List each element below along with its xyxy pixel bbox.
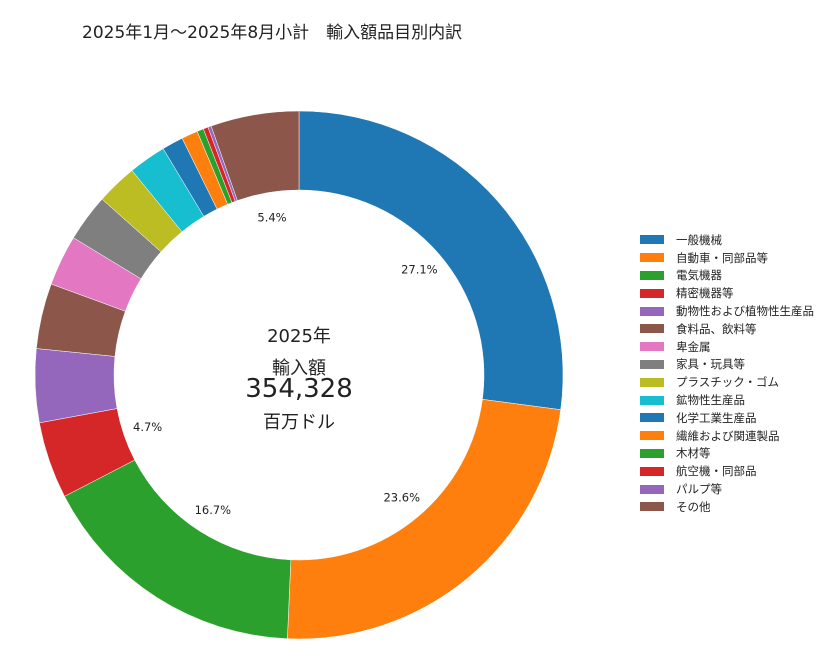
center-label: 輸入額	[272, 358, 326, 379]
data-label: 27.1%	[401, 263, 438, 277]
legend-label: プラスチック・ゴム	[676, 375, 780, 390]
legend-swatch	[640, 235, 664, 245]
legend-swatch	[640, 324, 664, 334]
donut-slice	[287, 399, 561, 640]
legend-item: 繊維および関連製品	[640, 427, 814, 445]
legend-item: 家具・玩具等	[640, 356, 814, 374]
legend-item: プラスチック・ゴム	[640, 373, 814, 391]
legend-label: 卑金属	[676, 339, 711, 354]
legend-swatch	[640, 288, 664, 298]
legend-label: その他	[676, 499, 711, 514]
data-label: 23.6%	[383, 491, 420, 505]
data-label: 5.4%	[257, 210, 286, 224]
legend-swatch	[640, 253, 664, 263]
legend-item: 電気機器	[640, 267, 814, 285]
legend: 一般機械自動車・同部品等 電気機器精密機器等動物性および植物性生産品 食料品、飲料等…	[640, 231, 814, 516]
legend-label: 木材等	[676, 446, 711, 461]
legend-item: 鉱物性生産品	[640, 391, 814, 409]
legend-label: 鉱物性生産品	[676, 393, 745, 408]
legend-swatch	[640, 502, 664, 512]
legend-swatch	[640, 413, 664, 423]
legend-swatch	[640, 431, 664, 441]
legend-label: 家具・玩具等	[676, 357, 745, 372]
legend-item: 一般機械	[640, 231, 814, 249]
legend-item: その他	[640, 498, 814, 516]
legend-label: 自動車・同部品等	[676, 250, 768, 265]
chart-title: 2025年1月～2025年8月小計 輸入額品目別内訳	[82, 23, 463, 43]
legend-swatch	[640, 395, 664, 405]
legend-swatch	[640, 377, 664, 387]
legend-item: 木材等	[640, 445, 814, 463]
legend-label: 食料品、飲料等	[676, 321, 757, 336]
donut-slice	[210, 110, 300, 201]
center-year: 2025年	[267, 326, 331, 347]
data-label: 16.7%	[195, 503, 232, 517]
legend-item: 卑金属	[640, 338, 814, 356]
legend-label: 航空機・同部品	[676, 464, 757, 479]
legend-item: 航空機・同部品	[640, 462, 814, 480]
legend-swatch	[640, 342, 664, 352]
legend-item: 動物性および植物性生産品	[640, 302, 814, 320]
legend-label: 電気機器	[676, 268, 722, 283]
legend-item: 自動車・同部品等	[640, 249, 814, 267]
center-unit: 百万ドル	[263, 412, 335, 433]
legend-label: パルプ等	[676, 482, 722, 497]
donut-slice	[298, 110, 564, 411]
legend-item: 化学工業生産品	[640, 409, 814, 427]
legend-swatch	[640, 270, 664, 280]
legend-item: 食料品、飲料等	[640, 320, 814, 338]
legend-swatch	[640, 306, 664, 316]
donut-slice	[64, 459, 292, 640]
legend-item: パルプ等	[640, 480, 814, 498]
legend-label: 精密機器等	[676, 286, 734, 301]
legend-label: 繊維および関連製品	[676, 428, 780, 443]
data-label: 4.7%	[133, 420, 162, 434]
legend-label: 化学工業生産品	[676, 410, 757, 425]
legend-item: 精密機器等	[640, 284, 814, 302]
center-total-value: 354,328	[245, 374, 353, 404]
legend-swatch	[640, 484, 664, 494]
legend-swatch	[640, 466, 664, 476]
legend-swatch	[640, 359, 664, 369]
legend-label: 一般機械	[676, 232, 722, 247]
legend-label: 動物性および植物性生産品	[676, 304, 814, 319]
legend-swatch	[640, 448, 664, 458]
